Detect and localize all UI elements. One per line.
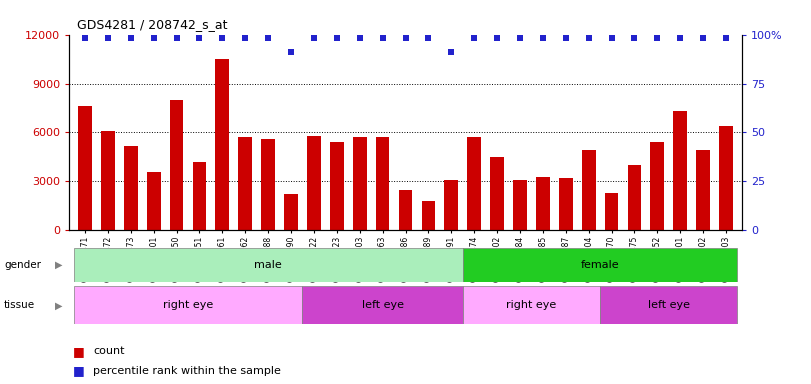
Point [307, 35, 320, 41]
Point [354, 35, 367, 41]
Bar [261, 139, 275, 230]
Point [422, 35, 435, 41]
Point [491, 35, 504, 41]
Point [216, 35, 229, 41]
Text: GDS4281 / 208742_s_at: GDS4281 / 208742_s_at [77, 18, 228, 31]
Point [651, 35, 664, 41]
Point [262, 35, 275, 41]
Text: left eye: left eye [362, 300, 404, 310]
Text: count: count [93, 346, 125, 356]
Point [101, 35, 114, 41]
Bar [353, 137, 367, 230]
Bar [650, 142, 664, 230]
Point [285, 49, 298, 55]
Bar [600, 286, 737, 324]
Point [399, 35, 412, 41]
Bar [697, 151, 710, 230]
Point [238, 35, 251, 41]
Bar [74, 286, 303, 324]
Bar [605, 193, 619, 230]
Point [560, 35, 573, 41]
Point [468, 35, 481, 41]
Text: gender: gender [4, 260, 41, 270]
Bar [719, 126, 733, 230]
Bar [303, 286, 463, 324]
Bar [375, 137, 389, 230]
Point [628, 35, 641, 41]
Point [193, 35, 206, 41]
Text: ▶: ▶ [55, 300, 62, 310]
Point [79, 35, 92, 41]
Point [170, 35, 183, 41]
Bar [147, 172, 161, 230]
Bar [284, 194, 298, 230]
Bar [422, 201, 436, 230]
Text: left eye: left eye [648, 300, 690, 310]
Bar [74, 248, 463, 282]
Text: tissue: tissue [4, 300, 35, 310]
Bar [536, 177, 550, 230]
Point [605, 35, 618, 41]
Point [330, 35, 343, 41]
Bar [238, 137, 252, 230]
Text: right eye: right eye [506, 300, 556, 310]
Text: percentile rank within the sample: percentile rank within the sample [93, 366, 281, 376]
Bar [399, 190, 412, 230]
Bar [216, 59, 230, 230]
Text: ▶: ▶ [55, 260, 62, 270]
Bar [463, 248, 737, 282]
Bar [463, 286, 600, 324]
Bar [559, 178, 573, 230]
Bar [628, 165, 642, 230]
Text: male: male [255, 260, 282, 270]
Point [124, 35, 137, 41]
Bar [673, 111, 687, 230]
Point [582, 35, 595, 41]
Bar [78, 106, 92, 230]
Bar [490, 157, 504, 230]
Point [719, 35, 732, 41]
Bar [169, 100, 183, 230]
Text: ■: ■ [73, 345, 84, 358]
Text: ■: ■ [73, 364, 84, 377]
Point [376, 35, 389, 41]
Point [697, 35, 710, 41]
Point [536, 35, 549, 41]
Point [147, 35, 160, 41]
Point [513, 35, 526, 41]
Text: female: female [581, 260, 620, 270]
Bar [581, 151, 595, 230]
Text: right eye: right eye [163, 300, 213, 310]
Point [444, 49, 457, 55]
Bar [330, 142, 344, 230]
Bar [101, 131, 114, 230]
Bar [513, 180, 527, 230]
Bar [467, 137, 481, 230]
Point [674, 35, 687, 41]
Bar [192, 162, 206, 230]
Bar [444, 180, 458, 230]
Bar [124, 146, 138, 230]
Bar [307, 136, 321, 230]
